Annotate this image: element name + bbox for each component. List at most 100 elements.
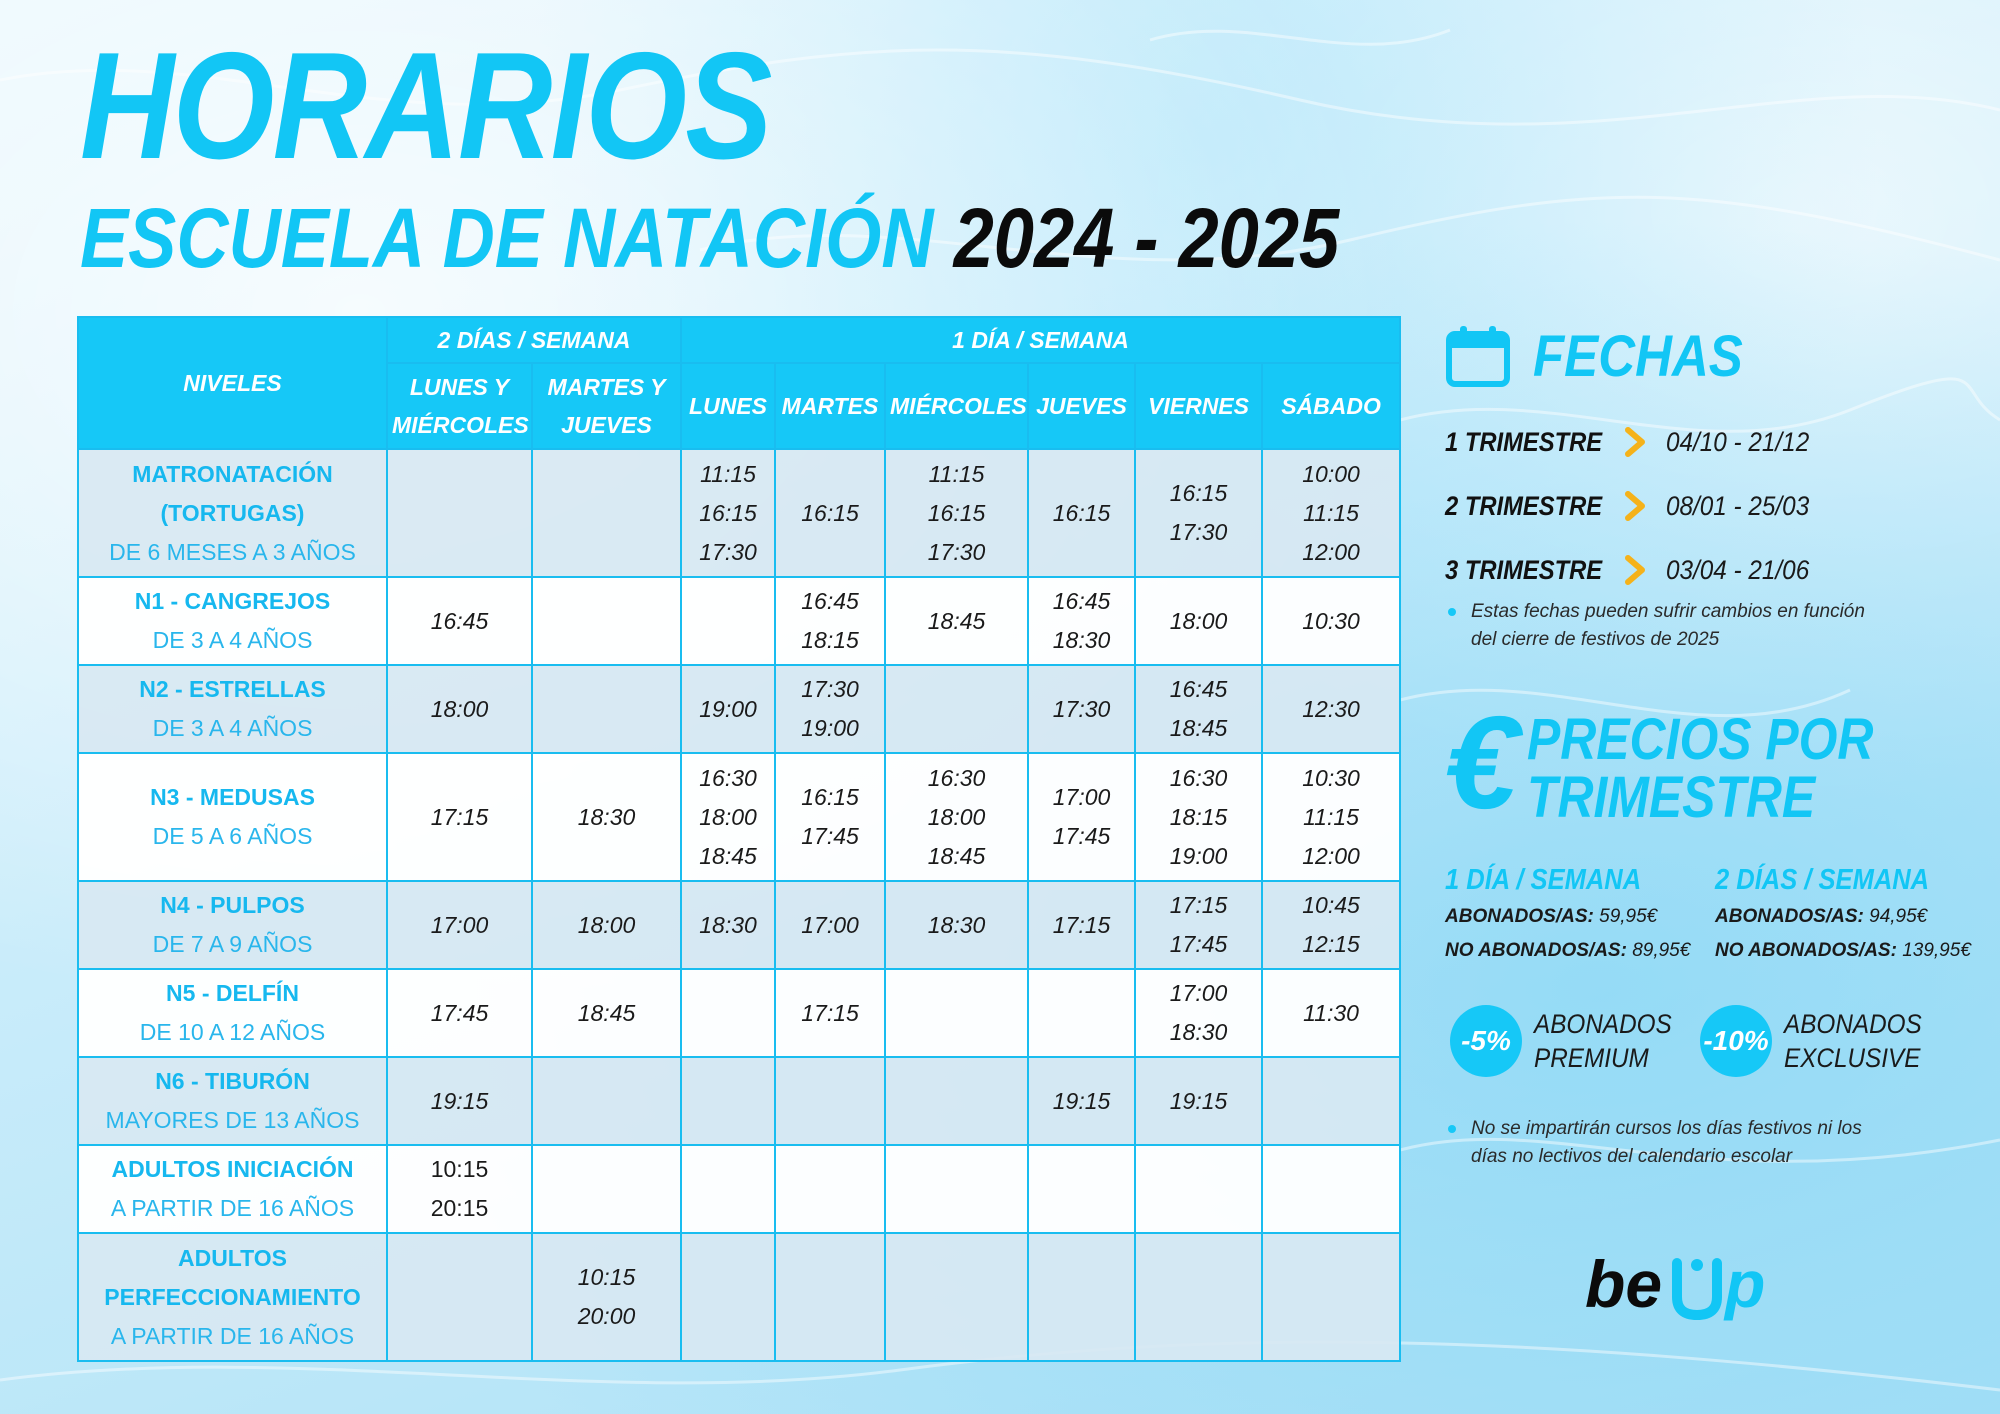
time-cell: 16:30 18:00 18:45 xyxy=(884,752,1030,882)
header-day: MARTES Y JUEVES xyxy=(530,362,683,450)
level-name: PERFECCIONAMIENTO xyxy=(104,1283,361,1310)
time-slot: 18:30 xyxy=(1169,1019,1228,1045)
precios-title-line1: PRECIOS POR xyxy=(1527,707,1874,772)
time-cell: 18:00 xyxy=(386,664,533,754)
time-cell: 16:15 17:45 xyxy=(774,752,887,882)
time-slot: 16:45 xyxy=(801,588,859,614)
fechas-header: FECHAS xyxy=(1445,320,1771,392)
table-row: MATRONATACIÓN (TORTUGAS) DE 6 MESES A 3 AÑ… xyxy=(77,448,1402,578)
level-age: A PARTIR DE 16 AÑOS xyxy=(110,1195,355,1221)
time-slot: 10:30 xyxy=(1302,607,1360,634)
trimestre-row: 1 TRIMESTRE 04/10 - 21/12 xyxy=(1445,422,1865,462)
time-cell: 10:45 12:15 xyxy=(1261,880,1402,970)
price-two-days: 2 DÍAS / SEMANA ABONADOS/AS: 94,95€ NO A… xyxy=(1715,860,1975,968)
time-slot: 11:15 xyxy=(928,460,985,487)
time-slot: 17:30 xyxy=(699,538,757,565)
level-cell: N3 - MEDUSAS DE 5 A 6 AÑOS xyxy=(77,752,388,882)
time-slot: 18:45 xyxy=(1169,715,1228,741)
time-slot: 10:30 xyxy=(1302,764,1360,791)
level-name: N1 - CANGREJOS xyxy=(134,588,331,614)
level-name: N2 - ESTRELLAS xyxy=(139,676,326,702)
header-day: JUEVES xyxy=(1027,362,1137,450)
time-cell: 19:15 xyxy=(386,1056,533,1146)
time-slot: 19:15 xyxy=(1052,1087,1111,1114)
time-cell: 10:15 20:00 xyxy=(530,1232,683,1362)
time-slot: 16:15 xyxy=(801,784,859,810)
header-day: SÁBADO xyxy=(1261,362,1402,450)
precios-title: PRECIOS POR TRIMESTRE xyxy=(1527,711,1873,827)
time-slot: 18:45 xyxy=(927,607,986,634)
discount-badge: -5% xyxy=(1450,1005,1522,1077)
fechas-note: Estas fechas pueden sufrir cambios en fu… xyxy=(1445,598,1891,654)
level-age: MAYORES DE 13 AÑOS xyxy=(105,1107,360,1133)
header-day: MARTES xyxy=(774,362,887,450)
price-heading: 2 DÍAS / SEMANA xyxy=(1715,864,1930,896)
time-cell: 17:00 xyxy=(386,880,533,970)
price-no-abonados: NO ABONADOS/AS: 139,95€ xyxy=(1715,940,1971,961)
level-name: ADULTOS INICIACIÓN xyxy=(111,1156,354,1182)
level-age: DE 7 A 9 AÑOS xyxy=(152,931,313,957)
time-slot: 18:30 xyxy=(699,911,757,938)
time-slot: 17:15 xyxy=(1169,892,1228,918)
precios-note-text: No se impartirán cursos los días festivo… xyxy=(1471,1118,1862,1167)
price-no-abonados: NO ABONADOS/AS: 89,95€ xyxy=(1445,940,1691,961)
time-slot: 16:30 xyxy=(927,764,986,791)
discount-label: ABONADOS EXCLUSIVE xyxy=(1784,1009,1922,1073)
time-slot: 16:15 xyxy=(927,499,986,526)
level-cell: N6 - TIBURÓN MAYORES DE 13 AÑOS xyxy=(77,1056,388,1146)
time-cell xyxy=(530,664,683,754)
time-slot: 17:30 xyxy=(1169,519,1228,545)
header-day: LUNES xyxy=(680,362,777,450)
time-slot: 11:30 xyxy=(1303,999,1359,1026)
time-cell xyxy=(1261,1056,1402,1146)
table-row: N6 - TIBURÓN MAYORES DE 13 AÑOS 19:15 19:15… xyxy=(77,1056,1402,1146)
time-slot: 16:45 xyxy=(1052,588,1111,614)
time-slot: 17:45 xyxy=(430,999,489,1026)
time-cell xyxy=(884,968,1030,1058)
level-age: DE 3 A 4 AÑOS xyxy=(152,627,313,653)
level-name: N5 - DELFÍN xyxy=(166,980,299,1006)
level-age: DE 10 A 12 AÑOS xyxy=(139,1019,326,1045)
time-slot: 10:00 xyxy=(1302,460,1360,487)
svg-text:be: be xyxy=(1585,1247,1662,1321)
trimestre-label: 2 TRIMESTRE xyxy=(1445,490,1603,521)
time-cell xyxy=(680,1056,777,1146)
time-slot: 12:30 xyxy=(1302,695,1360,722)
time-cell xyxy=(1027,1144,1137,1234)
time-slot: 16:15 xyxy=(1169,480,1228,506)
time-slot: 12:15 xyxy=(1302,931,1360,957)
time-cell xyxy=(1134,1144,1264,1234)
discount-exclusive: -10% ABONADOS EXCLUSIVE xyxy=(1700,1005,1937,1077)
time-cell: 16:45 xyxy=(386,576,533,666)
time-cell: 18:45 xyxy=(884,576,1030,666)
time-cell: 18:00 xyxy=(1134,576,1264,666)
time-slot: 18:00 xyxy=(1169,607,1228,634)
school-name: ESCUELA DE NATACIÓN xyxy=(80,191,934,285)
time-slot: 11:15 xyxy=(1303,499,1359,526)
level-name: N6 - TIBURÓN xyxy=(155,1068,310,1094)
time-cell: 11:30 xyxy=(1261,968,1402,1058)
level-age: A PARTIR DE 16 AÑOS xyxy=(110,1322,355,1349)
time-cell: 16:15 xyxy=(1027,448,1137,578)
precios-title-line2: TRIMESTRE xyxy=(1527,765,1816,830)
header-levels: NIVELES xyxy=(77,316,388,450)
header-day: VIERNES xyxy=(1134,362,1264,450)
time-slot: 10:45 xyxy=(1302,892,1360,918)
time-slot: 17:00 xyxy=(801,911,859,938)
time-cell xyxy=(884,1144,1030,1234)
fechas-note-text: Estas fechas pueden sufrir cambios en fu… xyxy=(1471,601,1865,650)
time-slot: 18:00 xyxy=(927,803,986,830)
time-cell: 17:30 19:00 xyxy=(774,664,887,754)
time-cell xyxy=(1027,1232,1137,1362)
table-row: N3 - MEDUSAS DE 5 A 6 AÑOS 17:15 18:30 16:30… xyxy=(77,752,1402,882)
time-cell: 17:15 xyxy=(386,752,533,882)
time-cell: 16:30 18:15 19:00 xyxy=(1134,752,1264,882)
time-cell xyxy=(774,1144,887,1234)
calendar-icon xyxy=(1446,326,1510,387)
time-cell xyxy=(386,1232,533,1362)
time-slot: 11:15 xyxy=(700,460,756,487)
time-slot: 17:45 xyxy=(801,823,859,849)
beup-logo: be p xyxy=(1585,1247,1765,1321)
level-cell: MATRONATACIÓN (TORTUGAS) DE 6 MESES A 3 AÑ… xyxy=(77,448,388,578)
time-cell: 16:15 17:30 xyxy=(1134,448,1264,578)
